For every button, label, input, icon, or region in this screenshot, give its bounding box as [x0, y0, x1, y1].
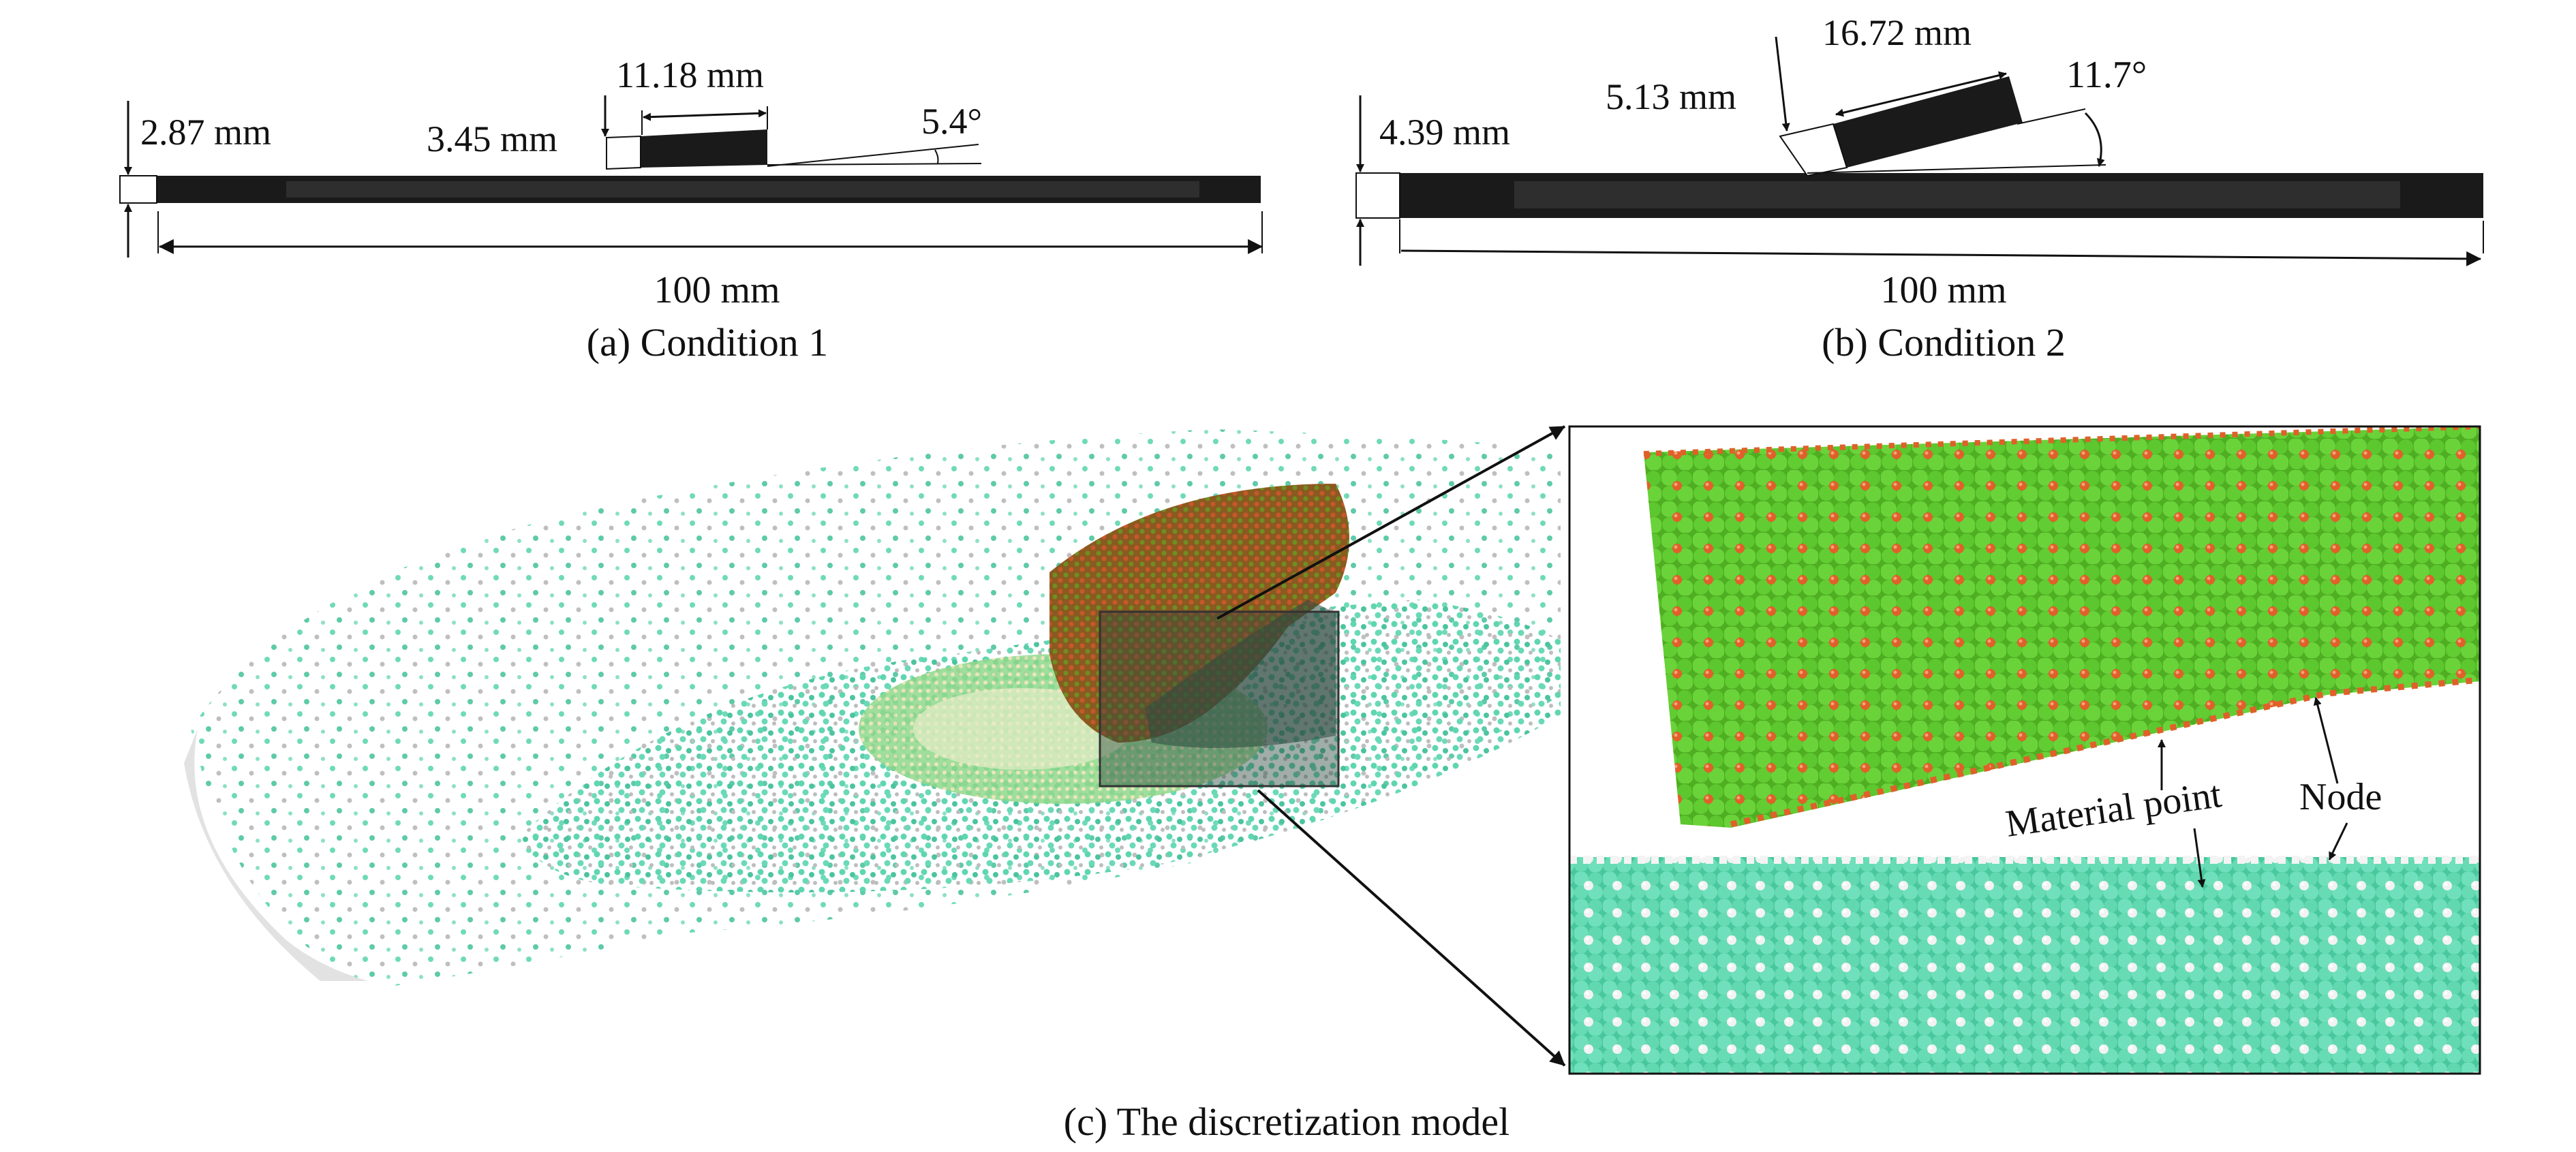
- panel-a-cutting-block: [641, 129, 767, 168]
- panel-b-gap-label: 5.13 mm: [1606, 76, 1736, 117]
- panel-b-block-length-arrow: [1835, 71, 2007, 117]
- zoom-connector-top: [1216, 425, 1565, 620]
- panel-a-angle-arc: [934, 149, 939, 164]
- panel-a: 2.87 mm 3.45 mm 11.18 mm 5.4° 100 mm (a)…: [119, 55, 1263, 364]
- node-arrow-up: [2313, 697, 2339, 784]
- panel-a-plate-end: [119, 175, 157, 204]
- node-label: Node: [2299, 776, 2382, 818]
- panel-b: 4.39 mm 5.13 mm 16.72 mm 11.7° 100 mm (b…: [1355, 12, 2484, 364]
- material-point-arrow-down: [2193, 828, 2206, 888]
- panel-b-plate-highlight: [1514, 181, 2400, 208]
- panel-a-plate-highlight: [286, 181, 1199, 198]
- panel-a-angle-label: 5.4°: [921, 101, 982, 142]
- panel-a-caption: (a) Condition 1: [587, 320, 828, 364]
- discretization-3d-view: [184, 429, 1561, 988]
- panel-b-angle-ref-line: [1807, 164, 2106, 174]
- inset-tool-edge-nodes: [1730, 676, 2480, 828]
- tool-particle-block: [1049, 484, 1349, 743]
- panel-b-gap-arrow: [1775, 36, 1790, 131]
- panel-b-caption: (b) Condition 2: [1822, 320, 2066, 364]
- panel-a-block-length-label: 11.18 mm: [616, 55, 764, 95]
- tool-block-shade: [1145, 600, 1336, 748]
- panel-a-length-label: 100 mm: [654, 269, 780, 311]
- panel-c-caption: (c) The discretization model: [1064, 1100, 1509, 1144]
- inset-frame: [1568, 425, 2481, 1075]
- inset-tool-particles: [1644, 426, 2480, 828]
- panel-b-plate-end: [1355, 172, 1400, 219]
- workpiece-shadow: [184, 729, 368, 981]
- panel-b-angle-label: 11.7°: [2066, 54, 2147, 96]
- panel-a-gap-label: 3.45 mm: [427, 119, 557, 159]
- panel-b-block-length-label: 16.72 mm: [1822, 12, 1972, 53]
- panel-b-thickness-label: 4.39 mm: [1379, 112, 1510, 153]
- inset-tool-top-nodes: [1643, 426, 2480, 456]
- panel-c: Material point Node (c) The discretizati…: [184, 425, 2481, 1144]
- panel-a-block-length-arrow: [643, 109, 767, 121]
- zoom-connector-bottom: [1257, 789, 1566, 1067]
- panel-b-angle-arc: [2084, 112, 2105, 167]
- panel-a-thickness-label: 2.87 mm: [140, 112, 271, 153]
- inset-workpiece-particles: [1569, 857, 2480, 1074]
- panel-b-length-label: 100 mm: [1880, 269, 2006, 311]
- panel-a-angle-ref-line: [767, 163, 982, 166]
- panel-a-angle-slope-line: [767, 144, 979, 167]
- panel-a-block-gap: [606, 135, 641, 170]
- inset-magnified-view: Material point Node: [1568, 425, 2481, 1075]
- panel-b-cutting-block: [1833, 76, 2023, 168]
- panel-b-block-gap: [1779, 123, 1848, 177]
- panel-b-length-arrow: [1400, 249, 2482, 266]
- node-arrow-down: [2328, 822, 2348, 860]
- panel-b-angle-slope-line: [2017, 108, 2086, 125]
- zoom-region-box: [1099, 610, 1340, 788]
